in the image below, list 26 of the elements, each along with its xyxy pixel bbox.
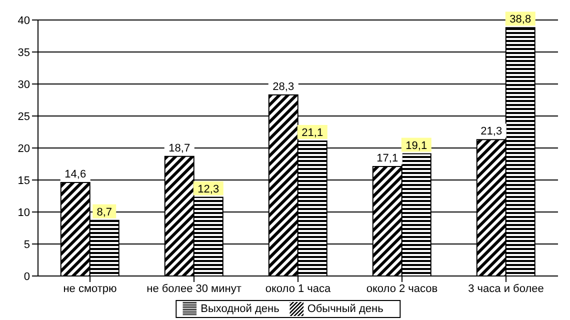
legend-label: Обычный день [307, 302, 384, 315]
data-label: 21,1 [302, 126, 324, 139]
data-label: 8,7 [96, 206, 112, 218]
x-tick-label: 3 часа и более [468, 282, 544, 295]
x-tick-label: около 1 часа [265, 282, 332, 295]
data-label: 28,3 [272, 80, 294, 93]
data-label: 18,7 [168, 142, 190, 154]
y-tick-label: 15 [18, 174, 30, 187]
y-tick-label: 35 [18, 46, 30, 59]
data-label: 38,8 [510, 14, 532, 26]
y-tick-label: 30 [18, 78, 30, 91]
data-label: 17,1 [376, 152, 398, 165]
y-tick-label: 40 [18, 14, 30, 27]
y-tick-label: 5 [24, 238, 30, 251]
x-tick-label: не смотрю [63, 282, 117, 295]
y-tick-label: 20 [18, 142, 30, 155]
y-tick-label: 10 [18, 206, 30, 219]
data-label: 14,6 [64, 168, 86, 181]
data-label: 12,3 [198, 183, 220, 196]
x-tick-label: около 2 часов [366, 282, 438, 295]
data-label: 21,3 [480, 126, 502, 138]
data-label: 19,1 [406, 140, 428, 152]
x-tick-label: не более 30 минут [146, 282, 242, 295]
legend-label: Выходной день [200, 302, 280, 315]
y-tick-label: 25 [18, 110, 30, 123]
y-tick-label: 0 [24, 270, 30, 283]
